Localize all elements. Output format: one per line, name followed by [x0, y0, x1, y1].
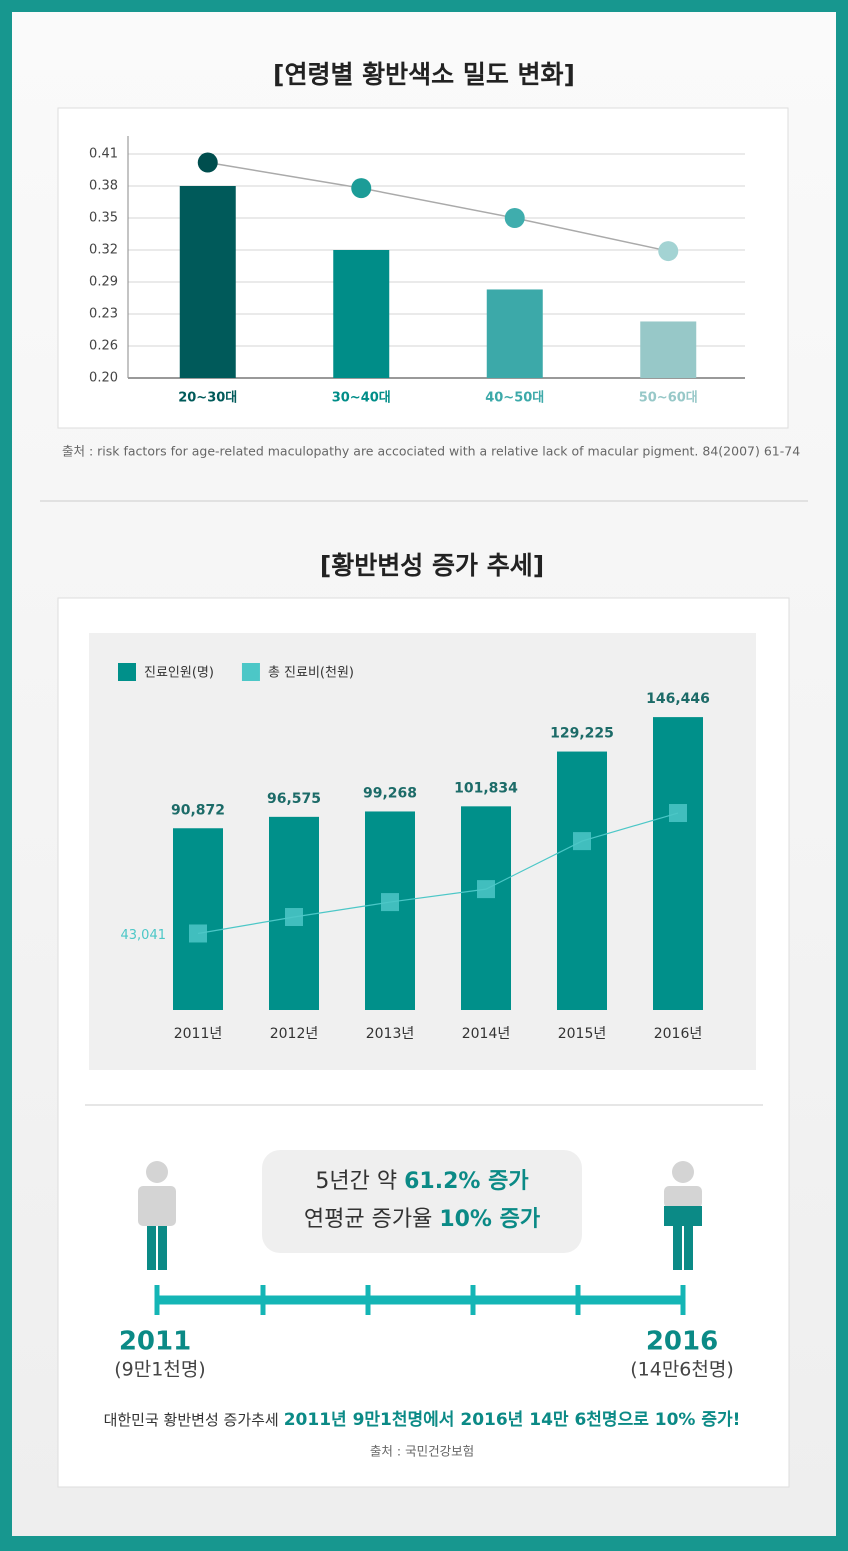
person-icon — [664, 1161, 702, 1270]
summary-emphasis: 10% 증가 — [439, 1207, 540, 1232]
legend-label: 총 진료비(천원) — [268, 666, 354, 681]
timeline-year: 2016 — [646, 1327, 718, 1357]
value-label: 101,834 — [454, 780, 518, 796]
source-note: 출처 : risk factors for age-related maculo… — [62, 444, 800, 459]
x-tick-label: 2013년 — [366, 1026, 415, 1042]
chart-title: [황반변성 증가 추세] — [320, 551, 544, 580]
person-icon — [138, 1161, 176, 1270]
line — [207, 161, 669, 252]
value-label: 146,446 — [646, 691, 710, 707]
chart-title: [연령별 황반색소 밀도 변화] — [273, 60, 575, 89]
summary-text: 연평균 증가율 — [304, 1207, 432, 1232]
line-marker — [669, 804, 687, 823]
summary-emphasis: 61.2% 증가 — [404, 1169, 528, 1194]
timeline — [154, 1285, 686, 1315]
line-marker — [573, 832, 591, 851]
line-marker — [504, 208, 525, 228]
x-tick-label: 2011년 — [174, 1026, 223, 1042]
y-tick-label: 0.38 — [89, 179, 118, 194]
bar — [333, 250, 390, 378]
timeline-count: (14만6천명) — [630, 1359, 734, 1381]
chart-panel — [57, 107, 789, 429]
x-tick-label: 50~60대 — [639, 391, 698, 406]
bar — [461, 806, 511, 1010]
line — [197, 812, 679, 935]
value-label: 129,225 — [550, 726, 614, 742]
conclusion-emphasis: 2011년 9만1천명에서 2016년 14만 6천명으로 10% 증가! — [284, 1410, 741, 1430]
value-label: 96,575 — [267, 791, 321, 807]
x-tick-label: 40~50대 — [485, 391, 544, 406]
bar — [640, 321, 697, 378]
value-label: 90,872 — [171, 802, 225, 818]
x-tick-label: 30~40대 — [332, 391, 391, 406]
timeline-count: (9만1천명) — [114, 1359, 205, 1381]
value-label: 99,268 — [363, 785, 417, 801]
x-tick-label: 2012년 — [270, 1026, 319, 1042]
line-marker — [189, 924, 207, 943]
line-marker — [351, 178, 372, 199]
line-marker — [477, 880, 495, 899]
line-marker — [285, 908, 303, 927]
x-tick-label: 20~30대 — [178, 391, 237, 406]
bar — [557, 751, 607, 1010]
x-tick-label: 2015년 — [558, 1026, 607, 1042]
y-tick-label: 0.35 — [89, 211, 118, 226]
y-tick-label: 0.32 — [89, 243, 118, 258]
legend-swatch — [241, 663, 260, 681]
legend-label: 진료인원(명) — [144, 666, 214, 681]
conclusion: 대한민국 황반변성 증가추세 2011년 9만1천명에서 2016년 14만 6천… — [104, 1410, 741, 1430]
summary-line: 연평균 증가율 10% 증가 — [304, 1207, 540, 1232]
line-marker — [658, 241, 679, 262]
y-tick-label: 0.41 — [89, 147, 118, 162]
value-label: 43,041 — [121, 928, 167, 943]
legend-swatch — [118, 663, 136, 681]
bar — [179, 186, 236, 378]
summary-line: 5년간 약 61.2% 증가 — [315, 1169, 528, 1194]
bar — [653, 717, 703, 1010]
line-marker — [197, 152, 218, 173]
bar — [173, 828, 223, 1010]
y-tick-label: 0.29 — [89, 275, 118, 290]
y-tick-label: 0.26 — [89, 339, 118, 354]
summary-text: 5년간 약 — [315, 1169, 397, 1194]
y-tick-label: 0.23 — [89, 307, 118, 322]
x-tick-label: 2014년 — [462, 1026, 511, 1042]
line-marker — [381, 893, 399, 912]
source-note: 출처 : 국민건강보험 — [370, 1444, 474, 1459]
summary-box — [262, 1150, 582, 1253]
bar — [486, 289, 543, 378]
x-tick-label: 2016년 — [654, 1026, 703, 1042]
y-tick-label: 0.20 — [89, 371, 118, 386]
timeline-year: 2011 — [119, 1327, 191, 1357]
conclusion-text: 대한민국 황반변성 증가추세 — [104, 1411, 279, 1429]
